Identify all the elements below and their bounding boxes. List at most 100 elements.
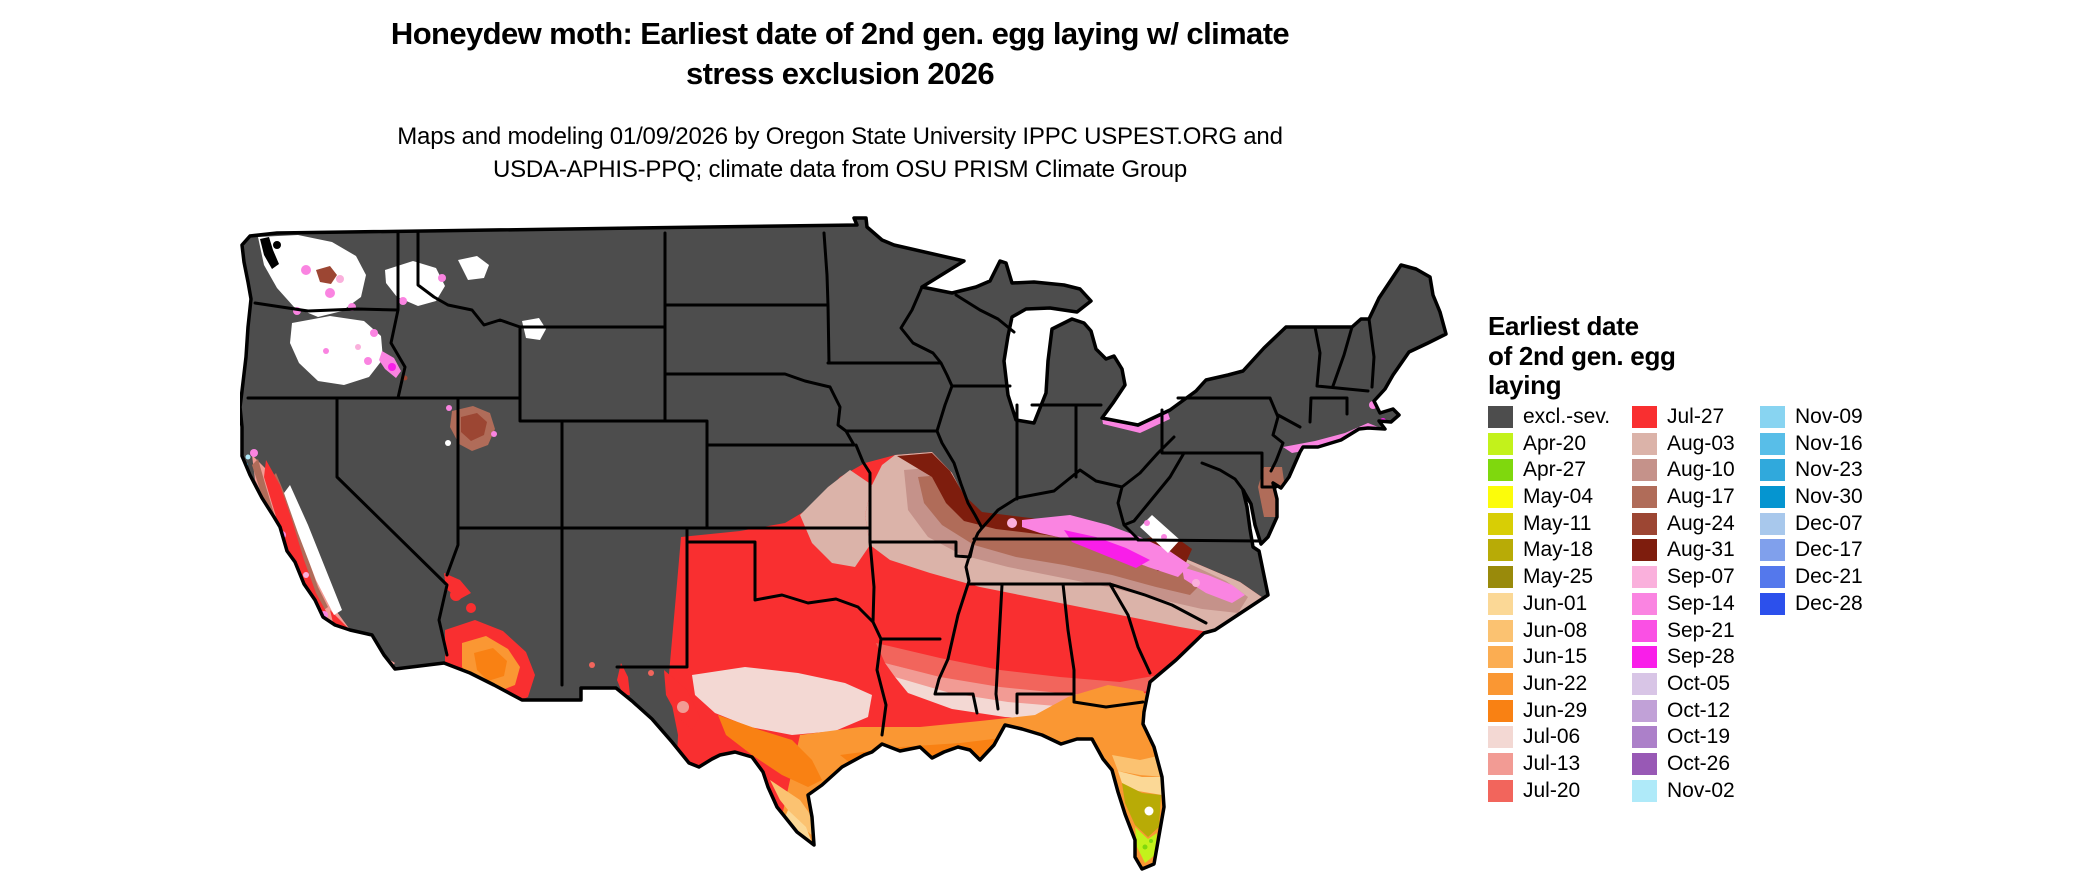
map-region [1140, 515, 1180, 553]
map-region [245, 454, 251, 460]
map-region [349, 640, 355, 646]
map-region [264, 460, 328, 618]
legend-label: Jun-22 [1523, 671, 1588, 695]
legend-item: Sep-21 [1632, 619, 1760, 642]
legend-item: Sep-07 [1632, 565, 1760, 589]
legend-swatch [1488, 539, 1513, 562]
map-region [377, 660, 383, 666]
legend-swatch [1488, 726, 1513, 749]
legend-label: Nov-23 [1795, 458, 1863, 482]
legend-swatch [1488, 699, 1513, 722]
legend-label: Aug-10 [1667, 458, 1735, 482]
puget-sound [273, 241, 281, 249]
legend-swatch [1488, 752, 1513, 775]
legend-swatch [1760, 432, 1785, 455]
map-region [284, 485, 342, 615]
legend-swatch [1488, 406, 1513, 428]
legend-swatch [1488, 592, 1513, 615]
map-region [336, 275, 344, 283]
legend-label: Nov-16 [1795, 431, 1863, 455]
legend-item: Jul-06 [1488, 725, 1632, 749]
map-region [458, 256, 489, 280]
legend-swatch [1488, 432, 1513, 455]
conus-outline [240, 216, 1448, 871]
map-region [522, 318, 546, 340]
legend-label: Apr-27 [1523, 458, 1587, 482]
legend-label: Jun-08 [1523, 618, 1588, 642]
legend-swatch [1632, 539, 1657, 562]
legend-label: May-25 [1523, 565, 1594, 589]
legend: excl.-sev. Apr-20 Apr-27 May-04 May-11 May-18… [1488, 405, 1900, 806]
legend-swatch [1760, 566, 1785, 589]
legend-swatch [1488, 646, 1513, 669]
map-region [250, 449, 258, 457]
legend-label: Jul-27 [1667, 405, 1725, 428]
legend-swatch [1760, 486, 1785, 509]
legend-swatch [1632, 699, 1657, 722]
map-region [445, 440, 451, 446]
map-region [1144, 520, 1150, 526]
legend-label: Jun-01 [1523, 591, 1588, 615]
legend-column-2: Jul-27 Aug-03 Aug-10 Aug-17 Aug-24 Aug-31 Sep-… [1632, 405, 1760, 806]
legend-swatch [1760, 539, 1785, 562]
legend-swatch [1760, 406, 1785, 428]
legend-label: Jul-20 [1523, 778, 1581, 802]
legend-item: Dec-17 [1760, 538, 1900, 562]
map-region [1192, 579, 1200, 587]
legend-item: Jul-13 [1488, 751, 1632, 775]
legend-label: Dec-17 [1795, 538, 1863, 562]
puget-sound [260, 237, 279, 269]
legend-item: May-04 [1488, 485, 1632, 509]
legend-item: Jul-20 [1488, 778, 1632, 802]
legend-swatch [1632, 752, 1657, 775]
legend-item: Dec-28 [1760, 592, 1900, 615]
legend-label: Nov-30 [1795, 485, 1863, 509]
legend-label: Oct-26 [1667, 751, 1731, 775]
legend-label: Sep-07 [1667, 565, 1735, 589]
legend-swatch [1632, 486, 1657, 509]
legend-item: Aug-17 [1632, 485, 1760, 509]
map-region [466, 603, 476, 613]
legend-label: Jul-06 [1523, 725, 1581, 749]
map-region [316, 266, 337, 284]
legend-swatch [1760, 512, 1785, 535]
map-region [446, 405, 452, 411]
legend-swatch [1488, 779, 1513, 802]
legend-swatch [1488, 619, 1513, 642]
legend-label: Sep-14 [1667, 591, 1735, 615]
map-region [589, 662, 595, 668]
map-region [800, 470, 872, 567]
legend-item: Oct-12 [1632, 698, 1760, 722]
map-region [303, 572, 309, 578]
legend-title-line1: Earliest date [1488, 311, 1639, 341]
map-region [1112, 755, 1164, 777]
map-region [444, 573, 471, 599]
legend-label: Oct-12 [1667, 698, 1731, 722]
legend-label: Jul-13 [1523, 751, 1581, 775]
legend-label: Jun-29 [1523, 698, 1588, 722]
legend-item: Oct-26 [1632, 751, 1760, 775]
legend-label: Dec-07 [1795, 511, 1863, 535]
lake-okeechobee [1144, 806, 1154, 816]
map-region [770, 780, 814, 837]
map-region [323, 348, 329, 354]
us-map-svg [240, 216, 1448, 871]
legend-item: Jun-22 [1488, 671, 1632, 695]
legend-column-1: excl.-sev. Apr-20 Apr-27 May-04 May-11 May-18… [1488, 405, 1632, 806]
map-region [1122, 783, 1161, 837]
legend-swatch [1488, 672, 1513, 695]
legend-item: Nov-30 [1760, 485, 1900, 509]
legend-item: Jun-15 [1488, 645, 1632, 669]
map-region [617, 663, 630, 695]
legend-swatch [1632, 432, 1657, 455]
legend-swatch [1488, 486, 1513, 509]
map-region [677, 701, 689, 713]
legend-swatch [1760, 592, 1785, 615]
legend-label: Oct-05 [1667, 671, 1731, 695]
map-region [370, 329, 378, 337]
legend-swatch [1632, 619, 1657, 642]
legend-swatch [1632, 459, 1657, 482]
map-region [258, 235, 366, 317]
map-region [1118, 771, 1163, 795]
